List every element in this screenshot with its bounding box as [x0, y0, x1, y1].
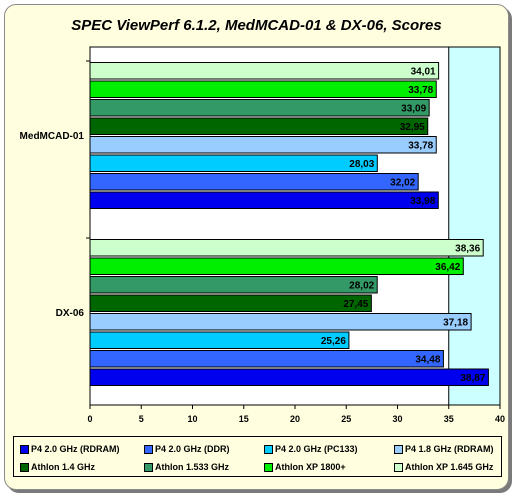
bar-value-label: 34,01: [411, 66, 436, 77]
x-tick-label: 5: [139, 414, 144, 424]
x-tick-label: 25: [341, 414, 351, 424]
chart-title: SPEC ViewPerf 6.1.2, MedMCAD-01 & DX-06,…: [71, 17, 442, 34]
legend-swatch: [394, 463, 403, 472]
chart-plot: 0 5 10 15 20 25 30 35 40 34,01 33,78 33,09 32,95 33,7…: [20, 46, 505, 424]
bar-value-label: 33,09: [401, 103, 426, 114]
x-tick-label: 30: [392, 414, 402, 424]
legend-label: Athlon 1.533 GHz: [155, 462, 230, 472]
bar-value-label: 28,03: [349, 159, 374, 170]
bar: [89, 350, 444, 368]
x-tick-label: 10: [187, 414, 197, 424]
legend-label: P4 2.0 GHz (DDR): [155, 444, 230, 454]
bar: [89, 294, 372, 312]
bar-value-label: 37,18: [443, 317, 468, 328]
bar-value-label: 32,95: [400, 122, 425, 133]
bar-value-label: 38,36: [455, 243, 480, 254]
highlight-band: [448, 47, 500, 405]
bar-value-label: 27,45: [343, 299, 368, 310]
bar-value-label: 33,78: [408, 85, 433, 96]
bar-value-label: 36,42: [435, 262, 460, 273]
chart-legend: P4 2.0 GHz (RDRAM) P4 2.0 GHz (DDR) P4 2.0…: [13, 436, 502, 477]
x-tick-label: 35: [444, 414, 454, 424]
bar-value-label: 34,48: [415, 354, 440, 365]
legend-label: Athlon 1.4 GHz: [31, 462, 96, 472]
category-label: MedMCAD-01: [20, 131, 85, 142]
x-tick-label: 20: [290, 414, 300, 424]
legend-swatch: [20, 463, 29, 472]
legend-label: P4 2.0 GHz (RDRAM): [31, 444, 120, 454]
x-tick-label: 0: [87, 414, 92, 424]
bar: [89, 99, 430, 117]
legend-label: Athlon XP 1800+: [275, 462, 346, 472]
bar: [89, 117, 429, 135]
bar: [89, 62, 440, 80]
bar-value-label: 33,98: [410, 196, 435, 207]
bar-value-label: 25,26: [321, 336, 346, 347]
legend-swatch: [264, 463, 273, 472]
legend-swatch: [20, 445, 29, 454]
legend-label: P4 2.0 GHz (PC133): [275, 444, 358, 454]
x-tick-label: 40: [495, 414, 505, 424]
legend-label: P4 1.8 GHz (RDRAM): [405, 444, 494, 454]
bar: [89, 239, 484, 257]
legend-swatch: [394, 445, 403, 454]
bar: [89, 154, 378, 172]
bar: [89, 173, 419, 191]
bar: [89, 80, 437, 98]
bar: [89, 257, 464, 275]
legend-swatch: [264, 445, 273, 454]
legend-swatch: [144, 463, 153, 472]
bar: [89, 276, 378, 294]
legend-swatch: [144, 445, 153, 454]
bar: [89, 191, 439, 209]
bar-value-label: 38,87: [460, 373, 485, 384]
legend-label: Athlon XP 1.645 GHz: [405, 462, 494, 472]
x-tick-label: 15: [239, 414, 249, 424]
bar: [89, 331, 350, 349]
bar: [89, 136, 437, 154]
chart-frame: 0 5 10 15 20 25 30 35 40 34,01 33,78 33,09 32,95 33,7…: [4, 4, 509, 490]
category-label: DX-06: [56, 308, 85, 319]
bar-value-label: 32,02: [390, 177, 415, 188]
bar: [89, 313, 472, 331]
bar-value-label: 28,02: [349, 280, 374, 291]
bar: [89, 368, 489, 386]
bar-value-label: 33,78: [408, 140, 433, 151]
